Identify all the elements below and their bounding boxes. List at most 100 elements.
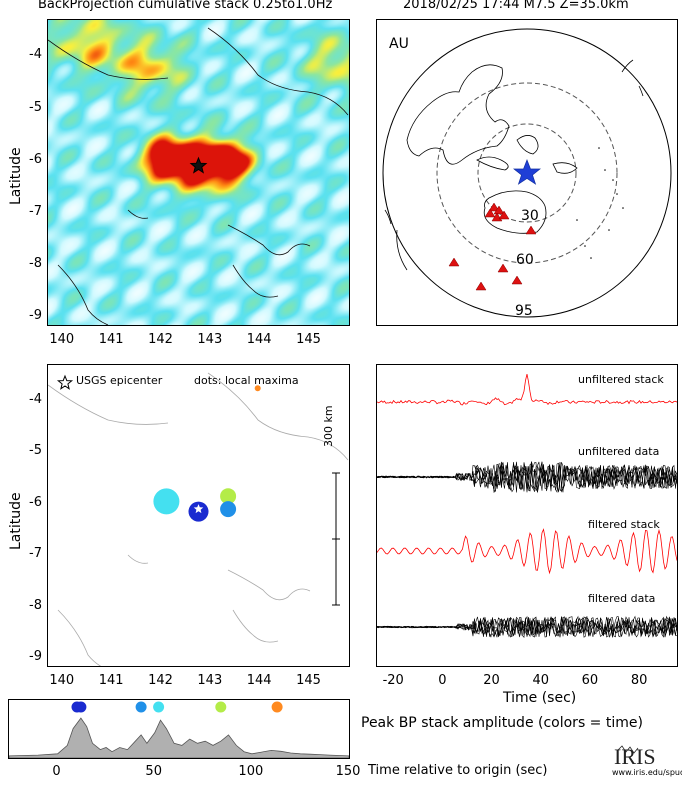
local-maximum-dot xyxy=(220,501,237,518)
newguinea-coast xyxy=(552,162,578,174)
top-map-xtick: 143 xyxy=(197,332,223,347)
trace-2-line xyxy=(377,528,677,575)
local-maximum-dot xyxy=(220,488,237,505)
coast-w xyxy=(396,229,408,271)
trace-0-line xyxy=(377,374,677,406)
amplitude-xtick: 50 xyxy=(145,764,162,779)
left-panel-title: BackProjection cumulative stack 0.25to1.… xyxy=(38,0,333,12)
amplitude-title: Peak BP stack amplitude (colors = time) xyxy=(361,715,643,731)
waveform-xtick: 80 xyxy=(630,673,648,688)
ring-label-95: 95 xyxy=(515,303,533,319)
coastline xyxy=(57,609,102,666)
local-maxima-panel: USGS epicenter dots: local maxima 300 km xyxy=(47,364,350,667)
station-marker xyxy=(488,202,500,212)
bottom-map-xtick: 140 xyxy=(49,673,75,688)
event-info-title: 2018/02/25 17:44 M7.5 Z=35.0km xyxy=(403,0,629,12)
coastline xyxy=(207,372,349,461)
station-globe xyxy=(382,28,672,318)
peak-time-marker xyxy=(135,701,147,713)
station-marker xyxy=(497,263,509,273)
islands-ne xyxy=(621,59,634,73)
trace-1-line xyxy=(377,461,677,493)
borneo-coast xyxy=(516,135,539,155)
islands-e xyxy=(638,85,644,97)
coastline xyxy=(48,39,169,80)
bottom-map-xtick: 143 xyxy=(197,673,223,688)
distance-ring-60 xyxy=(436,82,618,264)
scale-bar-label: 300 km xyxy=(322,405,335,447)
bottom-map-ytick: -4 xyxy=(29,392,42,408)
coastline xyxy=(227,224,311,256)
legend-dots-label: dots: local maxima xyxy=(194,374,299,387)
top-map-ytick: -7 xyxy=(29,203,42,219)
waveform-panel: unfiltered stack unfiltered data filtere… xyxy=(376,364,678,667)
trace-label-filtered-stack: filtered stack xyxy=(588,518,660,531)
coastline xyxy=(127,209,149,219)
coastline xyxy=(207,27,349,116)
top-map-ytick: -4 xyxy=(29,47,42,63)
trace-3-line xyxy=(377,615,677,638)
top-map-xtick: 140 xyxy=(49,332,75,347)
local-maximum-dot xyxy=(254,385,261,392)
globe-outline xyxy=(382,28,672,318)
top-map-xtick: 142 xyxy=(148,332,173,347)
waveform-xtick: 20 xyxy=(483,673,500,688)
coastline xyxy=(227,569,311,601)
station-marker xyxy=(448,257,460,267)
epicenter-star xyxy=(189,156,208,174)
legend-star-label: USGS epicenter xyxy=(76,374,163,387)
epicenter-star xyxy=(193,504,204,514)
bottom-map-ytick: -7 xyxy=(29,546,42,562)
coastline xyxy=(127,554,149,564)
top-map-xtick: 144 xyxy=(246,332,272,347)
bottom-map-xtick: 144 xyxy=(246,673,272,688)
top-map-ytick: -8 xyxy=(29,256,42,272)
coastline xyxy=(232,264,279,298)
bottom-map-ytick: -6 xyxy=(29,494,42,510)
top-map-ytick: -5 xyxy=(29,99,42,115)
epicenter-star xyxy=(513,159,541,185)
bottom-map-ylabel: Latitude xyxy=(8,492,24,550)
bottom-map-ytick: -9 xyxy=(29,649,42,665)
trace-3-line xyxy=(377,616,677,638)
coast-w2 xyxy=(384,209,392,225)
seismic-stations xyxy=(448,202,537,291)
waveform-traces xyxy=(377,374,677,639)
amplitude-xtick: 100 xyxy=(238,764,264,779)
iris-logo-graphic: IRIS xyxy=(614,744,656,766)
top-heatmap-panel xyxy=(47,19,350,326)
top-map-xtick: 145 xyxy=(296,332,321,347)
distance-ring-30 xyxy=(477,123,577,223)
station-marker xyxy=(498,210,510,220)
amplitude-area xyxy=(9,717,349,758)
local-maxima-map xyxy=(48,372,349,666)
station-marker xyxy=(511,275,523,285)
waveform-xtick: 40 xyxy=(532,673,550,688)
ring-label-60: 60 xyxy=(516,252,534,268)
top-map-overlay xyxy=(48,27,349,325)
bottom-map-xtick: 141 xyxy=(98,673,124,688)
trace-label-unfiltered-stack: unfiltered stack xyxy=(578,373,664,386)
amplitude-xtick: 0 xyxy=(52,764,61,779)
peak-time-marker xyxy=(271,701,283,713)
australia-coast xyxy=(483,190,547,234)
local-maximum-dot xyxy=(153,488,180,515)
station-marker xyxy=(525,225,537,235)
station-marker xyxy=(493,205,505,215)
trace-label-filtered-data: filtered data xyxy=(588,592,656,605)
legend-star-icon xyxy=(56,374,74,390)
bottom-map-xtick: 142 xyxy=(148,673,173,688)
peak-amplitude-panel xyxy=(8,699,350,759)
station-marker xyxy=(475,281,487,291)
coastline xyxy=(48,384,169,425)
peak-time-marker xyxy=(75,701,87,713)
top-map-ytick: -6 xyxy=(29,151,42,167)
peak-amplitude-plot xyxy=(9,701,349,758)
waveform-xtick: 60 xyxy=(581,673,599,688)
station-marker xyxy=(484,208,496,218)
asia-coast xyxy=(406,64,510,165)
top-map-ylabel: Latitude xyxy=(8,147,24,205)
island-dots xyxy=(576,147,624,259)
peak-time-marker xyxy=(153,701,165,713)
coastline xyxy=(57,264,109,325)
